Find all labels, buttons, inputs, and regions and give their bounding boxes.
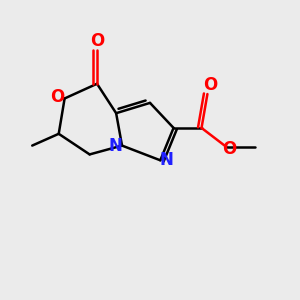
- Text: O: O: [90, 32, 104, 50]
- Text: N: N: [160, 151, 174, 169]
- Text: O: O: [50, 88, 64, 106]
- Text: O: O: [222, 140, 237, 158]
- Text: N: N: [109, 136, 122, 154]
- Text: O: O: [203, 76, 218, 94]
